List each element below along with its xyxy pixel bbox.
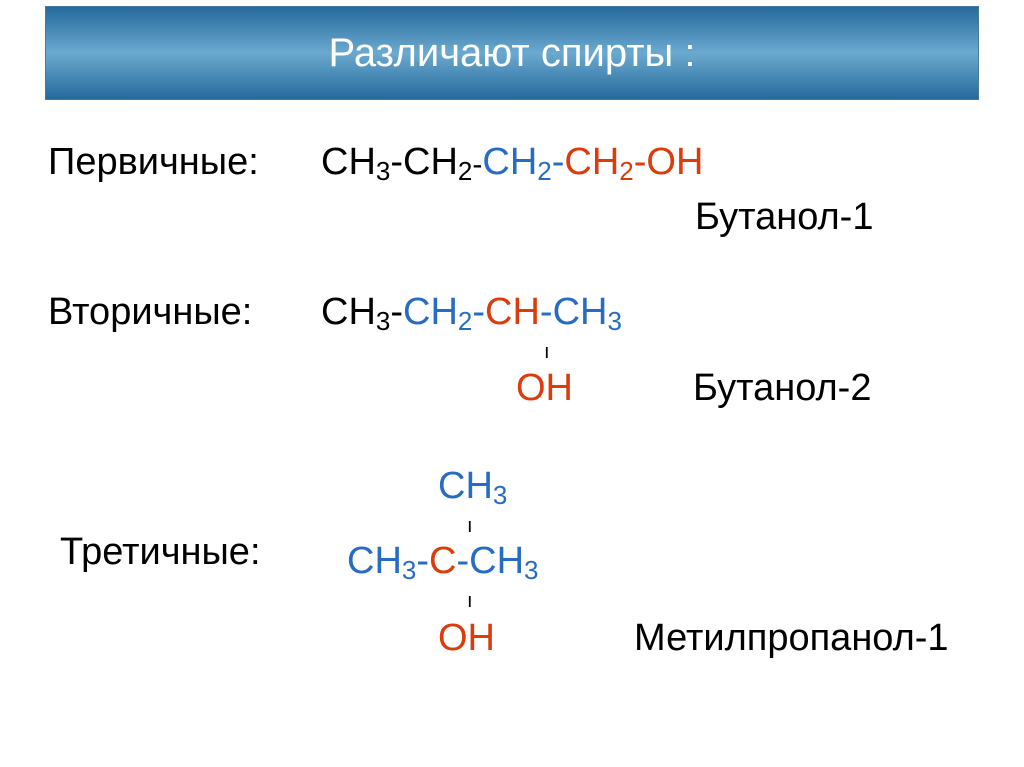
primary-name: Бутанол-1 <box>695 196 873 239</box>
primary-label: Первичные: <box>48 141 259 184</box>
secondary-formula: CH3-CH2-CH-CH3 <box>321 291 622 334</box>
secondary-bond: ı <box>544 341 550 364</box>
tertiary-name: Метилпропанол-1 <box>634 617 949 660</box>
tertiary-label: Третичные: <box>60 531 261 574</box>
secondary-label: Вторичные: <box>48 291 252 334</box>
secondary-name: Бутанол-2 <box>693 367 871 410</box>
slide-title: Различают спирты : <box>328 31 695 76</box>
title-bar: Различают спирты : <box>45 6 979 100</box>
primary-formula: CH3-CH2-CH2-CH2-OH <box>321 141 703 184</box>
tertiary-formula: CH3-C-CH3 <box>347 540 538 583</box>
tertiary-bond-bottom: ı <box>467 590 473 613</box>
tertiary-bottom-branch: OH <box>438 617 495 660</box>
secondary-branch: OH <box>516 367 573 410</box>
tertiary-top-branch: CH3 <box>438 465 507 508</box>
tertiary-bond-top: ı <box>467 515 473 538</box>
